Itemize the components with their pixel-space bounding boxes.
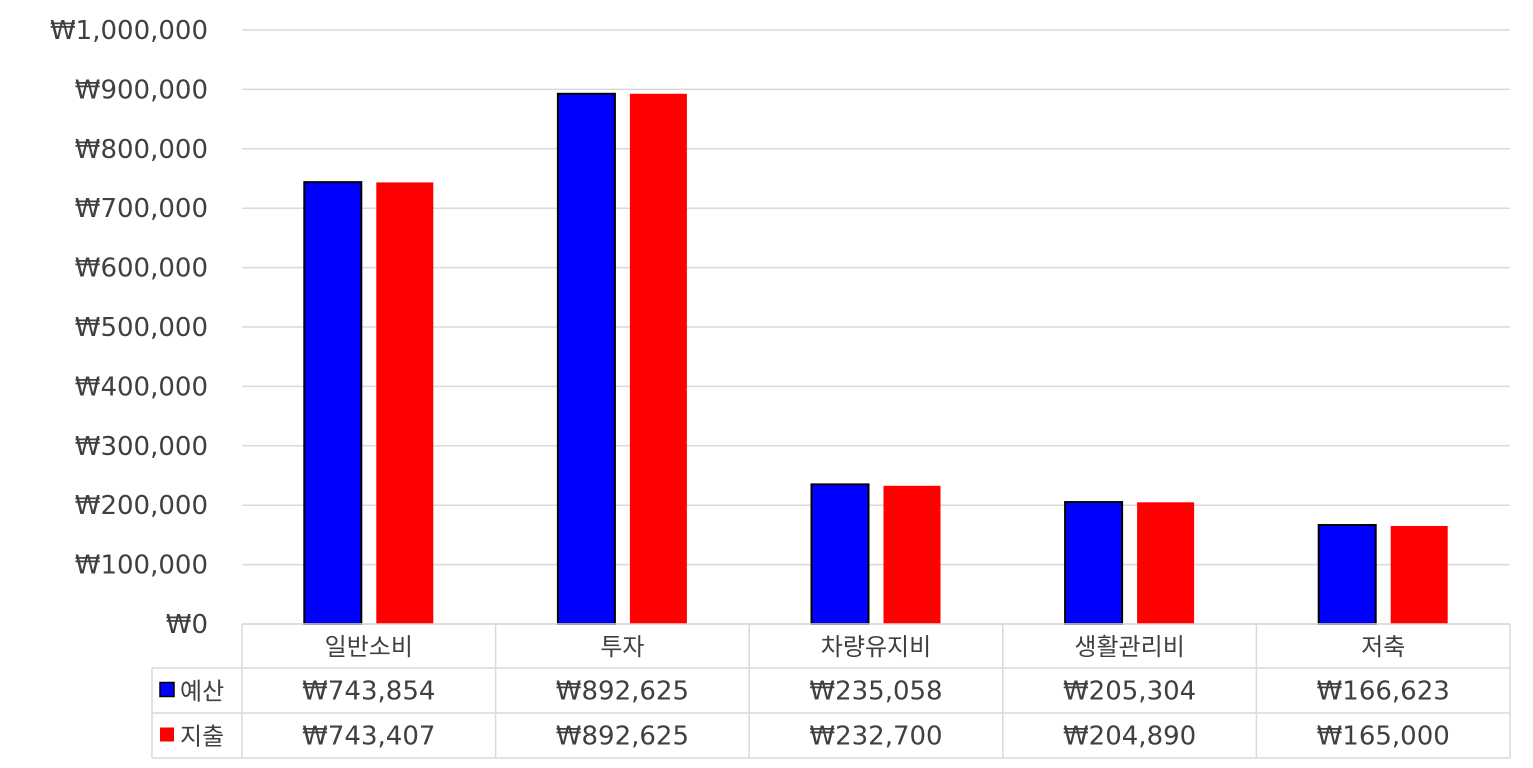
data-label: ₩165,000 xyxy=(1317,722,1450,752)
data-label: ₩743,407 xyxy=(302,722,435,752)
bar-expense xyxy=(629,93,687,624)
data-label: ₩205,304 xyxy=(1063,677,1196,707)
legend-key-expense xyxy=(160,727,174,742)
category-label: 투자 xyxy=(600,633,644,661)
category-label: 저축 xyxy=(1361,633,1405,661)
legend-key-budget xyxy=(159,681,175,698)
bar-expense xyxy=(1137,502,1195,624)
data-label: ₩892,625 xyxy=(556,677,689,707)
data-label: ₩204,890 xyxy=(1063,722,1196,752)
y-tick-label: ₩1,000,000 xyxy=(50,16,208,46)
y-tick-label: ₩500,000 xyxy=(75,313,208,343)
y-tick-label: ₩800,000 xyxy=(75,135,208,165)
y-tick-label: ₩100,000 xyxy=(75,551,208,581)
category-label: 차량유지비 xyxy=(821,633,931,661)
bar-budget xyxy=(810,483,870,625)
y-tick-label: ₩0 xyxy=(166,610,208,640)
legend-label: 지출 xyxy=(180,723,224,751)
y-tick-label: ₩300,000 xyxy=(75,432,208,462)
y-tick-label: ₩700,000 xyxy=(75,194,208,224)
bar-expense xyxy=(1390,525,1448,624)
y-tick-label: ₩200,000 xyxy=(75,491,208,521)
category-label: 일반소비 xyxy=(325,633,413,661)
y-tick-label: ₩600,000 xyxy=(75,254,208,284)
bar-budget xyxy=(556,92,616,625)
bar-budget xyxy=(1064,501,1124,626)
legend-label: 예산 xyxy=(180,678,224,706)
y-tick-label: ₩900,000 xyxy=(75,75,208,105)
data-label: ₩235,058 xyxy=(809,677,942,707)
bar-budget xyxy=(1317,524,1377,625)
data-label: ₩743,854 xyxy=(302,677,435,707)
category-label: 생활관리비 xyxy=(1074,633,1184,661)
data-label: ₩892,625 xyxy=(556,722,689,752)
data-label: ₩232,700 xyxy=(809,722,942,752)
bar-budget xyxy=(303,181,363,625)
y-tick-label: ₩400,000 xyxy=(75,372,208,402)
bar-expense xyxy=(883,485,941,624)
bar-expense xyxy=(376,182,434,624)
data-label: ₩166,623 xyxy=(1317,677,1450,707)
